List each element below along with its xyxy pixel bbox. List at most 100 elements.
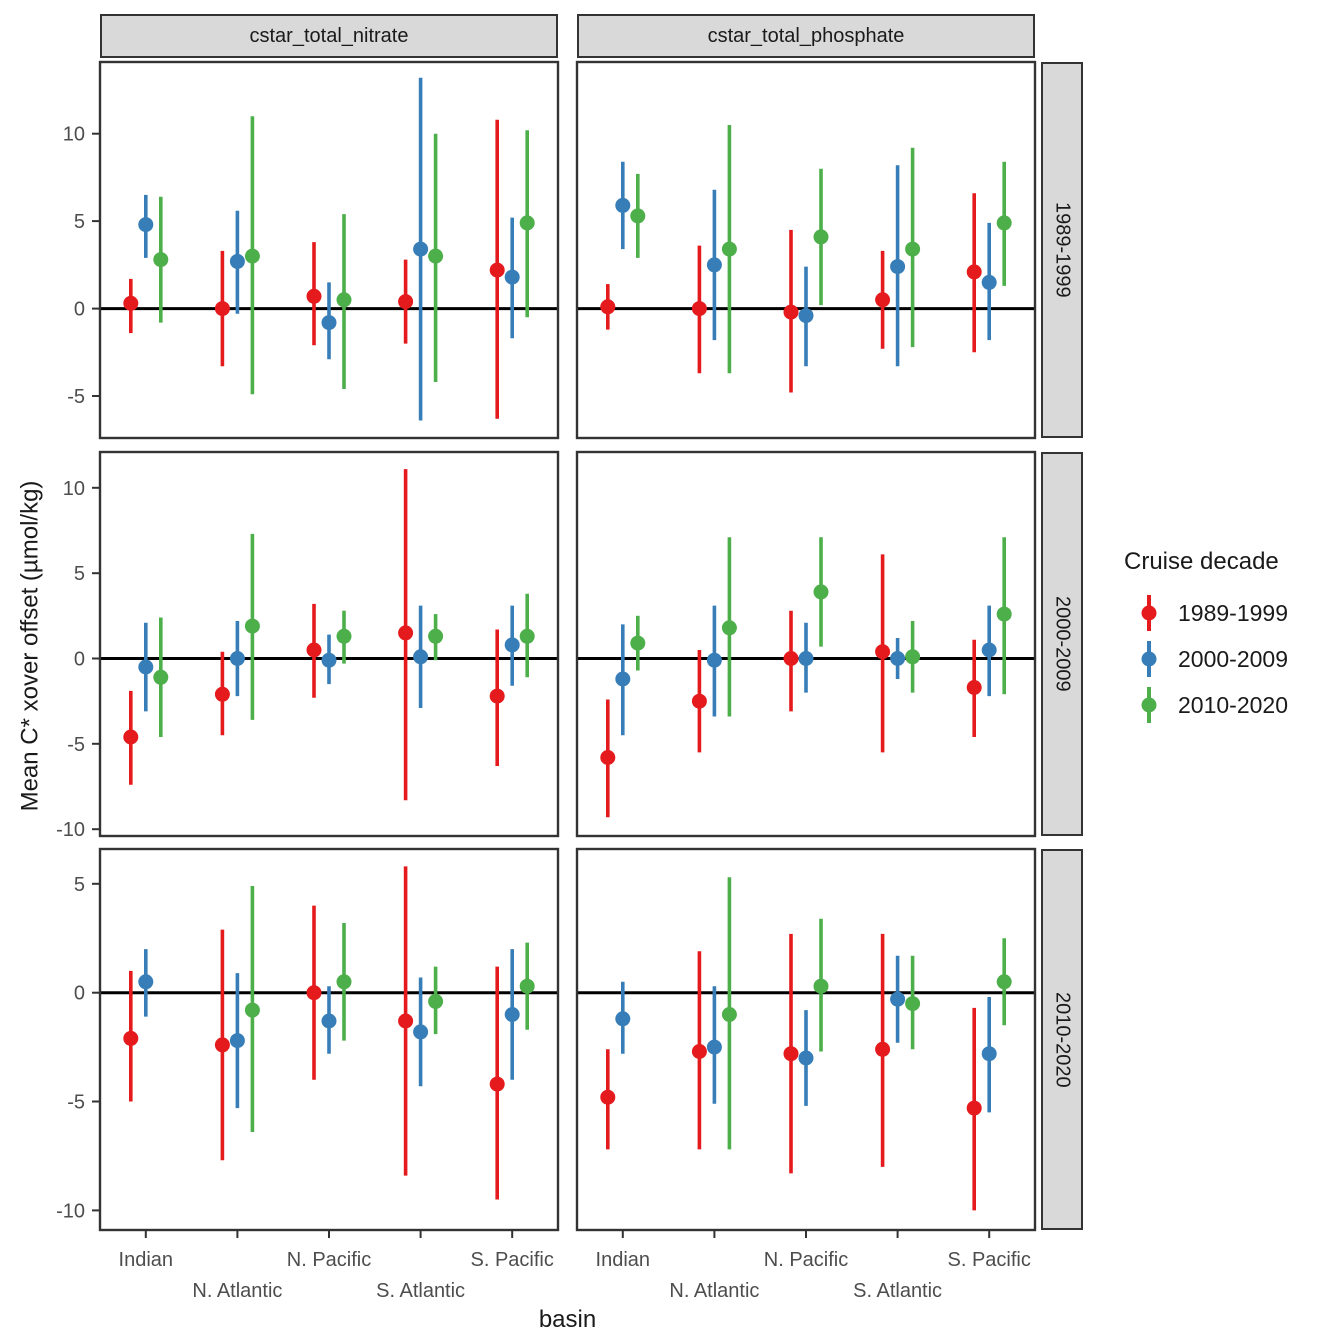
x-axis-title: basin xyxy=(538,1306,597,1333)
facet-strip-label: cstar_total_nitrate xyxy=(249,24,409,47)
pointrange xyxy=(244,886,260,1132)
pointrange xyxy=(229,973,245,1109)
x-tick-label: N. Atlantic xyxy=(669,1280,759,1302)
pointrange xyxy=(489,966,505,1200)
pointrange xyxy=(615,161,631,250)
pointrange xyxy=(798,622,814,693)
pointrange xyxy=(398,469,414,801)
pointrange-key-icon xyxy=(1141,641,1157,677)
pointrange xyxy=(306,905,322,1080)
legend-label: 1989-1999 xyxy=(1178,599,1288,626)
pointrange xyxy=(783,229,799,393)
facet-strip-label: 2000-2009 xyxy=(1051,596,1074,692)
pointrange xyxy=(336,214,352,389)
pointrange xyxy=(691,650,707,753)
pointrange xyxy=(981,997,997,1113)
pointrange xyxy=(123,690,139,785)
y-tick-label: 5 xyxy=(74,211,85,233)
pointrange xyxy=(966,193,982,353)
pointrange xyxy=(428,614,444,661)
panel-border xyxy=(575,450,1037,838)
facet-strip-row-1989-1999: 1989-1999 xyxy=(1041,62,1083,438)
y-axis-title: Mean C* xover offset (µmol/kg) xyxy=(16,480,43,812)
pointrange-key-icon xyxy=(1141,595,1157,631)
y-tick-label: 10 xyxy=(63,124,85,146)
x-tick-label: S. Pacific xyxy=(471,1249,554,1271)
pointrange xyxy=(123,278,139,334)
pointrange xyxy=(706,605,722,717)
pointrange xyxy=(214,651,230,736)
pointrange xyxy=(890,165,906,367)
pointrange xyxy=(398,866,414,1176)
facet-strip-row-2000-2009: 2000-2009 xyxy=(1041,452,1083,836)
pointrange xyxy=(244,533,260,720)
pointrange xyxy=(229,210,245,314)
x-tick-label: N. Pacific xyxy=(287,1249,371,1271)
x-tick-label: Indian xyxy=(596,1249,651,1271)
facet-strip-col-phosphate: cstar_total_phosphate xyxy=(577,14,1035,58)
x-tick-label: N. Pacific xyxy=(764,1249,848,1271)
pointrange xyxy=(966,639,982,737)
legend: Cruise decade 1989-1999 2000-2009 2010-2… xyxy=(1118,548,1344,728)
pointrange xyxy=(600,699,616,818)
pointrange xyxy=(428,966,444,1035)
y-tick-label: -5 xyxy=(67,1092,85,1114)
y-tick-label: 5 xyxy=(74,563,85,585)
pointrange xyxy=(798,1010,814,1106)
x-tick-label: N. Atlantic xyxy=(192,1280,282,1302)
x-tick-label: S. Atlantic xyxy=(853,1280,942,1302)
y-tick-label: -5 xyxy=(67,386,85,408)
pointrange-key-icon xyxy=(1141,687,1157,723)
pointrange xyxy=(783,933,799,1174)
pointrange xyxy=(504,605,520,686)
y-tick-label: 0 xyxy=(74,299,85,321)
pointrange xyxy=(996,938,1012,1026)
pointrange xyxy=(890,638,906,679)
pointrange xyxy=(905,621,921,693)
pointrange xyxy=(413,977,429,1087)
pointrange xyxy=(413,605,429,708)
legend-entry-2000-2009: 2000-2009 xyxy=(1118,636,1344,682)
pointrange xyxy=(306,242,322,346)
pointrange xyxy=(721,537,737,717)
pointrange xyxy=(336,610,352,664)
pointrange xyxy=(875,554,891,753)
y-tick-label: 0 xyxy=(74,649,85,671)
pointrange xyxy=(981,222,997,341)
y-tick-label: -10 xyxy=(56,1200,85,1222)
legend-label: 2000-2009 xyxy=(1178,645,1288,672)
legend-title: Cruise decade xyxy=(1124,548,1279,575)
pointrange xyxy=(600,284,616,330)
legend-entry-1989-1999: 1989-1999 xyxy=(1118,590,1344,636)
pointrange xyxy=(813,918,829,1052)
pointrange xyxy=(783,610,799,712)
pointrange xyxy=(214,250,230,367)
x-tick-label: S. Pacific xyxy=(948,1249,1031,1271)
pointrange xyxy=(519,593,535,678)
pointrange xyxy=(721,125,737,374)
pointrange xyxy=(798,266,814,367)
pointrange xyxy=(905,955,921,1050)
pointrange xyxy=(691,245,707,374)
y-tick-label: -5 xyxy=(67,734,85,756)
pointrange xyxy=(706,189,722,341)
pointrange xyxy=(519,130,535,318)
pointrange xyxy=(321,634,337,685)
pointrange xyxy=(981,605,997,697)
facet-strip-label: 1989-1999 xyxy=(1051,202,1074,298)
legend-entry-2010-2020: 2010-2020 xyxy=(1118,682,1344,728)
panel-border xyxy=(575,60,1037,440)
pointrange xyxy=(875,933,891,1167)
pointrange xyxy=(138,622,154,712)
pointrange xyxy=(615,981,631,1054)
facet-strip-label: cstar_total_phosphate xyxy=(707,24,905,47)
pointrange xyxy=(615,624,631,736)
pointrange xyxy=(813,168,829,306)
pointrange xyxy=(336,923,352,1041)
pointrange xyxy=(153,617,169,737)
pointrange xyxy=(321,986,337,1054)
pointrange xyxy=(504,217,520,339)
pointrange xyxy=(813,537,829,647)
y-tick-label: 5 xyxy=(74,874,85,896)
